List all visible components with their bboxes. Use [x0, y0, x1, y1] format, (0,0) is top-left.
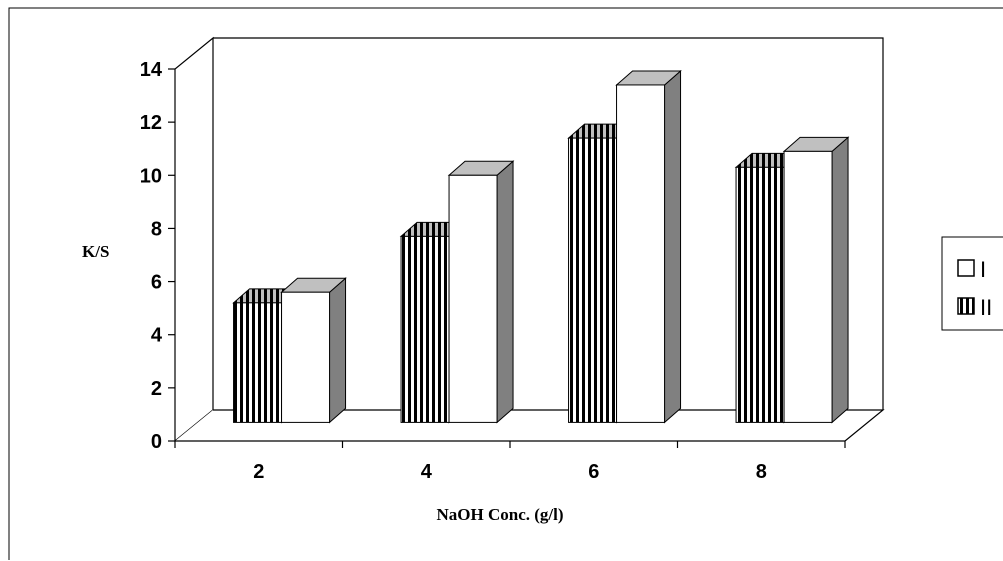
y-axis-title: K/S [82, 242, 109, 261]
legend-swatch-i [957, 259, 975, 277]
x-axis-title: NaOH Conc. (g/l) [436, 505, 563, 524]
bar-side [831, 136, 849, 424]
y-axis: 0 2 4 6 8 10 12 14 [140, 59, 175, 453]
bars [232, 69, 850, 424]
x-tick-label: 8 [756, 461, 767, 483]
bar-front [568, 137, 618, 423]
bar-front [448, 174, 498, 423]
bar-front [616, 84, 666, 423]
side-wall [174, 36, 214, 443]
y-tick-label: 14 [140, 59, 163, 81]
legend-swatch-ii [957, 297, 975, 315]
bar-side [329, 277, 347, 424]
y-tick-label: 8 [151, 218, 162, 240]
x-axis: 2 4 6 8 [174, 441, 846, 483]
y-tick-label: 4 [151, 325, 163, 347]
bar-front [735, 166, 785, 423]
plot-walls [174, 36, 885, 443]
bar-side [496, 160, 514, 424]
y-tick-label: 12 [140, 112, 162, 134]
legend-label-i: I [980, 257, 986, 282]
bar-front [783, 150, 833, 423]
bar-front [281, 291, 331, 423]
x-tick-label: 6 [588, 461, 599, 483]
legend: I II [941, 236, 1003, 331]
chart-area-border [8, 7, 1003, 560]
bar-side [664, 69, 682, 424]
y-tick-label: 0 [151, 431, 162, 453]
bar-front [400, 235, 450, 423]
bar [280, 277, 347, 424]
back-wall [213, 37, 884, 410]
y-tick-label: 2 [151, 378, 162, 400]
bar [615, 69, 682, 424]
bar-front [233, 302, 283, 423]
x-tick-label: 4 [421, 461, 433, 483]
bar [447, 160, 515, 424]
x-tick-label: 2 [253, 461, 264, 483]
y-tick-label: 10 [140, 165, 162, 187]
legend-border [941, 236, 1003, 331]
legend-label-ii: II [980, 295, 992, 320]
y-tick-label: 6 [151, 272, 162, 294]
bar [782, 136, 850, 424]
